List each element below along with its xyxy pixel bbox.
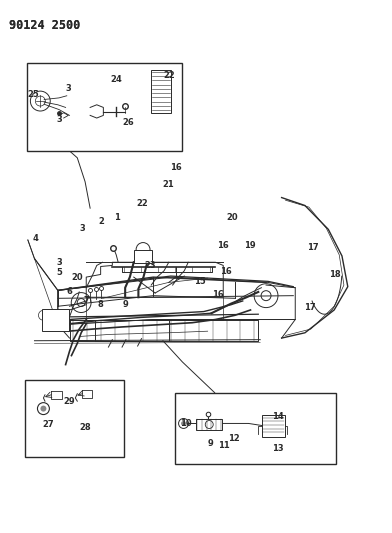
Text: 3: 3 — [66, 84, 72, 93]
Text: 3: 3 — [56, 115, 62, 124]
Text: 6: 6 — [67, 287, 73, 296]
Text: 26: 26 — [122, 118, 134, 127]
Bar — [134, 249, 152, 263]
Text: 19: 19 — [244, 241, 256, 250]
Circle shape — [181, 421, 186, 426]
Text: 22: 22 — [136, 199, 148, 208]
Text: 3: 3 — [56, 258, 62, 266]
Text: 16: 16 — [220, 268, 232, 276]
Text: 18: 18 — [330, 270, 341, 279]
Text: 90124 2500: 90124 2500 — [9, 19, 81, 33]
Bar — [27, 63, 182, 151]
Text: 29: 29 — [64, 397, 75, 406]
Text: 3: 3 — [80, 224, 85, 233]
Text: 17: 17 — [307, 244, 319, 253]
Bar — [42, 309, 69, 331]
Text: 5: 5 — [56, 268, 62, 277]
Text: 8: 8 — [98, 300, 103, 309]
Circle shape — [40, 406, 46, 411]
Text: 25: 25 — [27, 90, 39, 99]
Text: 11: 11 — [218, 441, 230, 450]
Bar — [196, 419, 223, 430]
Text: 14: 14 — [272, 412, 283, 421]
Text: 16: 16 — [217, 241, 229, 250]
Text: 20: 20 — [226, 213, 238, 222]
Text: 20: 20 — [71, 272, 83, 281]
Text: 1: 1 — [114, 213, 120, 222]
Text: 10: 10 — [180, 419, 191, 428]
Text: 12: 12 — [228, 434, 240, 443]
Text: 7: 7 — [83, 296, 89, 305]
Text: 4: 4 — [33, 235, 38, 244]
Bar — [151, 70, 171, 113]
Text: 17: 17 — [304, 303, 316, 312]
Text: 90124 2500: 90124 2500 — [9, 19, 81, 33]
Text: 9: 9 — [122, 300, 128, 309]
Text: 23: 23 — [144, 261, 156, 270]
Text: 13: 13 — [272, 444, 283, 453]
Text: 21: 21 — [162, 180, 174, 189]
Text: 15: 15 — [194, 277, 206, 286]
Text: 9: 9 — [208, 439, 214, 448]
Text: 28: 28 — [79, 423, 91, 432]
Text: 16: 16 — [212, 289, 223, 298]
Text: 27: 27 — [42, 420, 54, 429]
Bar — [262, 415, 285, 437]
Bar — [25, 381, 124, 457]
Text: 22: 22 — [163, 71, 175, 80]
Text: 24: 24 — [110, 75, 122, 84]
Text: 16: 16 — [170, 163, 181, 172]
Bar — [174, 393, 336, 464]
Text: 2: 2 — [99, 217, 105, 226]
